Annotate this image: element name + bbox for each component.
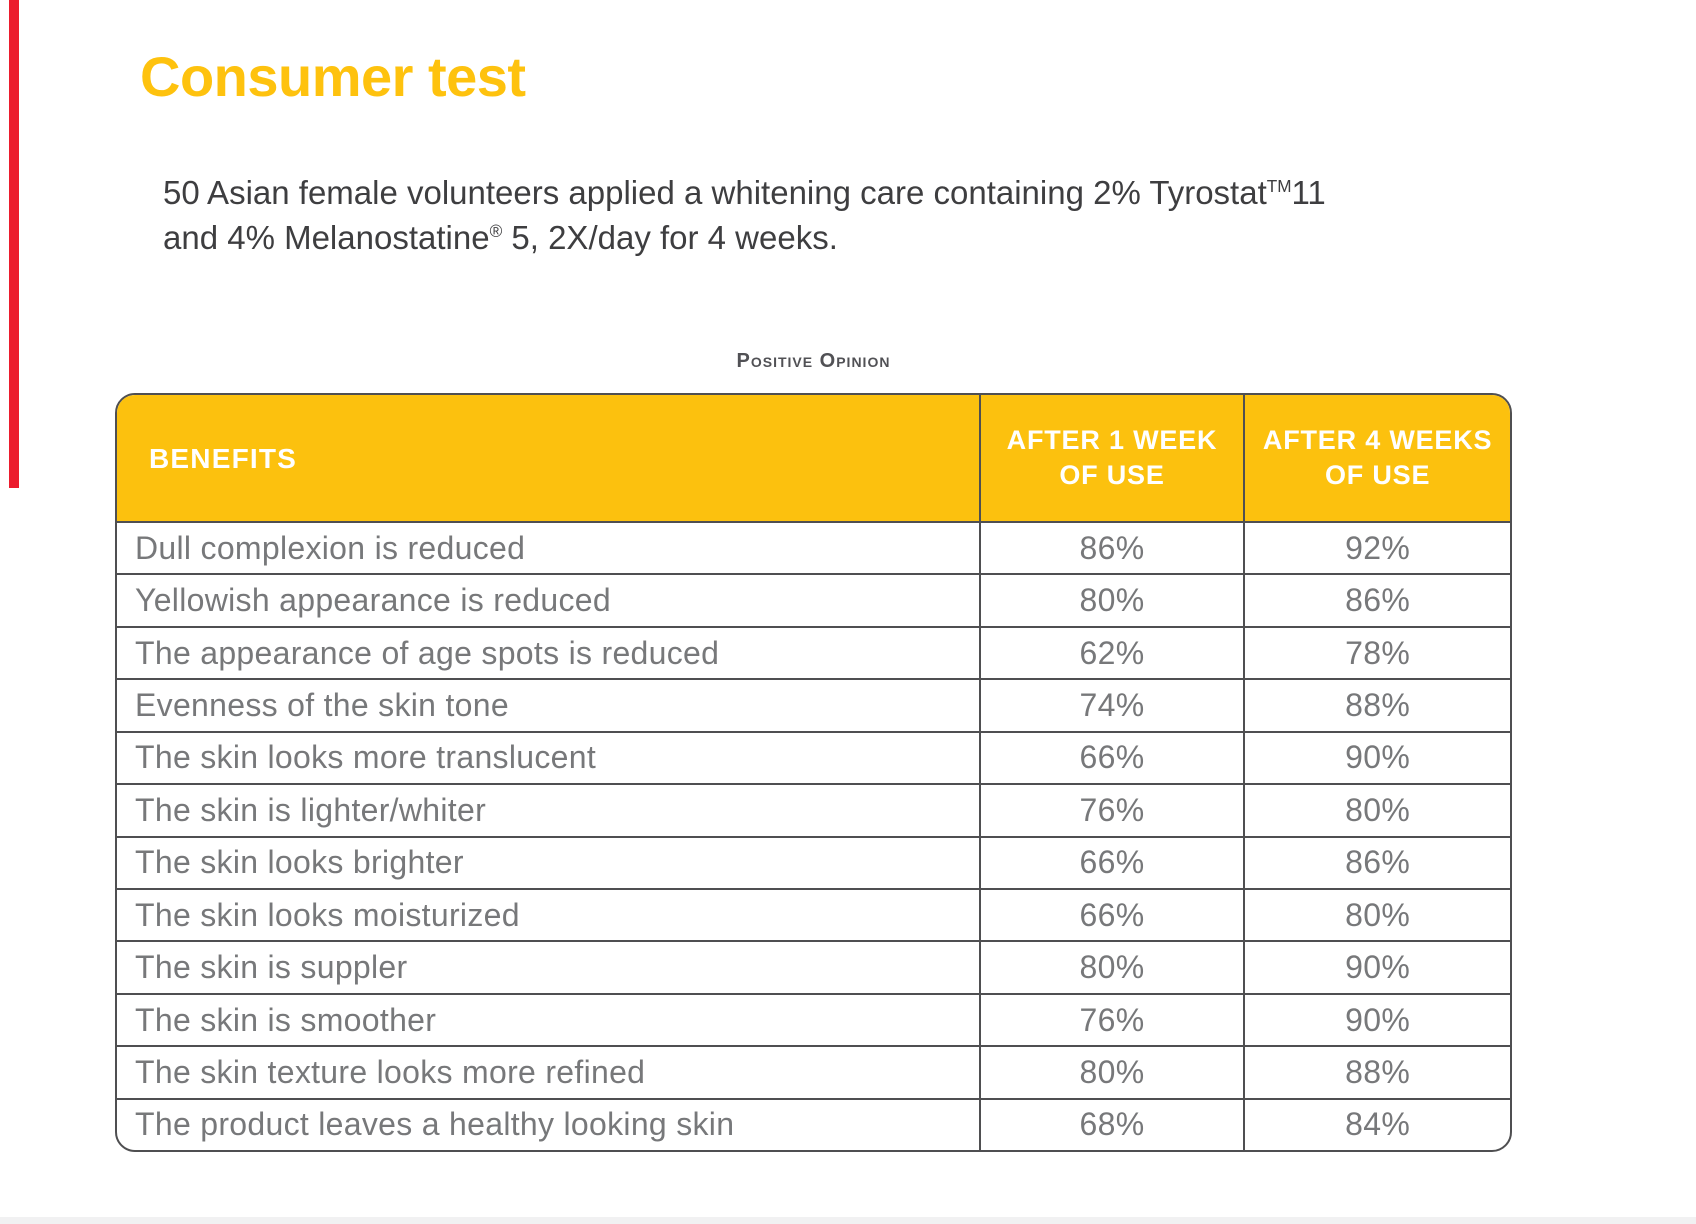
table-header-row: BENEFITS AFTER 1 WEEK OF USE AFTER 4 WEEK… [117, 395, 1510, 523]
results-table: BENEFITS AFTER 1 WEEK OF USE AFTER 4 WEEK… [115, 393, 1512, 1152]
week1-cell: 80% [980, 1047, 1246, 1100]
benefit-cell: The skin looks more translucent [117, 732, 981, 786]
week4-cell: 80% [1245, 785, 1510, 838]
week4-cell: 90% [1245, 942, 1510, 995]
week4-cell: 92% [1245, 523, 1510, 576]
week4-cell: 88% [1245, 680, 1510, 733]
table-row: The appearance of age spots is reduced 6… [117, 627, 1510, 681]
benefit-cell: The appearance of age spots is reduced [117, 627, 981, 681]
week1-cell: 80% [980, 942, 1246, 995]
week4-cell: 84% [1345, 1106, 1411, 1143]
week4-cell: 90% [1245, 995, 1510, 1048]
table-row: The skin looks more translucent 66% 90% [117, 732, 1510, 786]
table-row: Evenness of the skin tone 74% 88% [117, 680, 1510, 733]
column-header-week4: AFTER 4 WEEKS OF USE [1245, 395, 1510, 523]
week1-cell: 74% [980, 680, 1246, 733]
table-row: The product leaves a healthy looking ski… [117, 1099, 1510, 1150]
week1-line2: OF USE [1059, 460, 1165, 490]
table-row: The skin is suppler 80% 90% [117, 942, 1510, 995]
table-row: The skin is lighter/whiter 76% 80% [117, 785, 1510, 838]
benefit-cell: The skin is lighter/whiter [117, 785, 981, 838]
table-row: Yellowish appearance is reduced 80% 86% [117, 575, 1510, 628]
column-header-benefits: BENEFITS [117, 395, 981, 523]
week4-cell: 86% [1245, 575, 1510, 628]
week4-cell: 78% [1245, 628, 1510, 681]
benefit-cell: Evenness of the skin tone [117, 680, 981, 733]
benefit-cell: The product leaves a healthy looking ski… [117, 1099, 981, 1150]
column-header-week1-text: AFTER 1 WEEK OF USE [1007, 423, 1218, 493]
week1-cell: 76% [980, 994, 1246, 1048]
week4-cell: 90% [1245, 733, 1510, 786]
week4-line1: AFTER 4 WEEKS [1262, 425, 1493, 455]
benefit-cell: Dull complexion is reduced [117, 523, 981, 576]
week1-cell: 66% [980, 837, 1246, 890]
table-row: Dull complexion is reduced 86% 92% [117, 523, 1510, 576]
trademark-symbol: TM [1266, 176, 1292, 196]
week1-cell: 76% [980, 785, 1246, 838]
week1-cell: 80% [980, 575, 1246, 628]
table-caption: Positive Opinion [736, 350, 891, 372]
week1-cell: 86% [980, 523, 1246, 576]
week4-line2: OF USE [1324, 460, 1431, 490]
intro-line1-tail: 11 [1291, 174, 1326, 211]
page-title: Consumer test [140, 44, 526, 108]
week4-cell: 86% [1245, 838, 1510, 890]
bottom-divider [0, 1217, 1696, 1224]
red-accent-bar [9, 0, 19, 488]
table-row: The skin looks brighter 66% 86% [117, 837, 1510, 890]
week1-cell: 66% [980, 732, 1246, 786]
benefit-cell: Yellowish appearance is reduced [117, 575, 981, 628]
intro-line-2: and 4% Melanostatine® 5, 2X/day for 4 we… [163, 215, 1563, 260]
week1-cell: 66% [980, 889, 1246, 943]
table-row: The skin texture looks more refined 80% … [117, 1047, 1510, 1100]
intro-line2-text: and 4% Melanostatine [163, 219, 490, 256]
column-header-week1: AFTER 1 WEEK OF USE [980, 395, 1246, 523]
week1-line1: AFTER 1 WEEK [1006, 425, 1218, 455]
week4-cell: 80% [1245, 890, 1510, 943]
intro-line-1: 50 Asian female volunteers applied a whi… [163, 170, 1563, 215]
registered-symbol: ® [489, 221, 503, 241]
table-row: The skin looks moisturized 66% 80% [117, 889, 1510, 943]
benefit-cell: The skin texture looks more refined [117, 1047, 981, 1100]
benefit-cell: The skin looks brighter [117, 837, 981, 890]
table-row: The skin is smoother 76% 90% [117, 994, 1510, 1048]
column-header-week4-text: AFTER 4 WEEKS OF USE [1263, 423, 1492, 493]
benefit-cell: The skin looks moisturized [117, 889, 981, 943]
benefit-cell: The skin is smoother [117, 994, 981, 1048]
intro-line2-tail: 5, 2X/day for 4 weeks. [502, 219, 838, 256]
benefit-cell: The skin is suppler [117, 942, 981, 995]
intro-line1-text: 50 Asian female volunteers applied a whi… [163, 174, 1267, 211]
week4-cell: 88% [1245, 1047, 1510, 1100]
week1-cell: 68% [981, 1099, 1246, 1150]
intro-paragraph: 50 Asian female volunteers applied a whi… [163, 170, 1563, 260]
week1-cell: 62% [980, 627, 1246, 681]
